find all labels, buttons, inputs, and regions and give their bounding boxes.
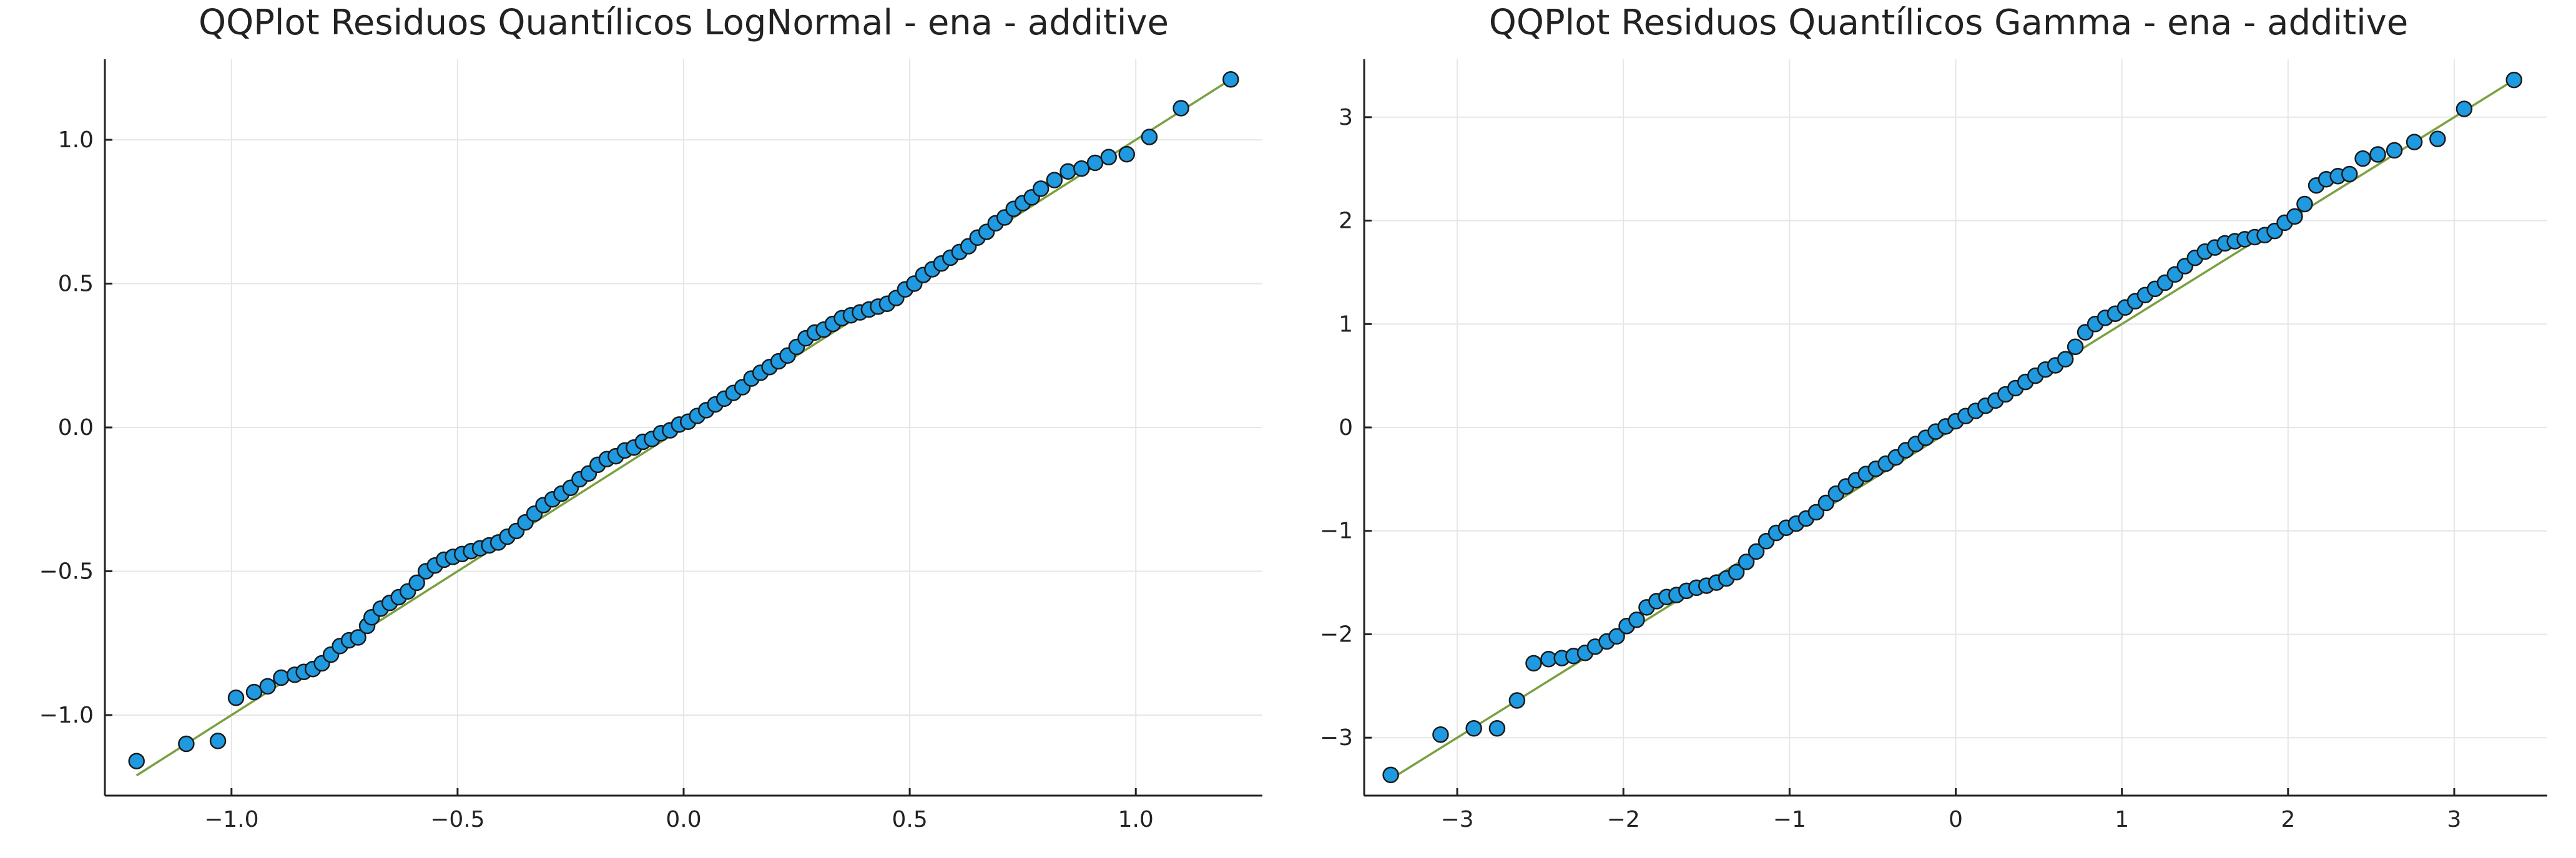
y-tick-label: −0.5 — [39, 558, 94, 584]
chart-title-gamma: QQPlot Residuos Quantílicos Gamma - ena … — [1489, 2, 2409, 43]
data-point — [1508, 692, 1526, 709]
y-tick-label: 0.5 — [58, 271, 94, 297]
x-tick-label: 3 — [2447, 807, 2462, 832]
data-point — [1100, 149, 1118, 165]
data-point — [1046, 172, 1063, 188]
data-point — [1073, 160, 1090, 177]
data-point — [1118, 145, 1135, 163]
data-point — [1141, 129, 1158, 145]
x-tick-label: 2 — [2281, 807, 2295, 832]
data-point — [1032, 180, 1050, 197]
y-tick-label: −1 — [1320, 519, 1353, 544]
data-point — [2505, 71, 2523, 89]
data-point — [259, 678, 276, 695]
data-point — [1525, 655, 1542, 672]
y-tick-label: 0 — [1339, 415, 1353, 441]
y-tick-label: 1 — [1339, 311, 1353, 337]
data-point — [1432, 726, 1449, 743]
data-point — [128, 753, 145, 769]
y-tick-label: −1.0 — [39, 703, 94, 728]
y-tick-label: −2 — [1320, 622, 1353, 647]
data-point — [1172, 100, 1189, 117]
y-tick-label: 3 — [1339, 105, 1353, 130]
x-tick-label: −0.5 — [430, 807, 484, 832]
y-tick-label: 1.0 — [58, 127, 94, 153]
data-point — [227, 690, 245, 706]
data-point — [2354, 150, 2371, 167]
data-point — [1748, 543, 1765, 560]
x-tick-label: 0.0 — [666, 807, 701, 832]
data-point — [2057, 351, 2074, 368]
data-point — [2406, 134, 2423, 150]
data-point — [1628, 612, 1645, 628]
x-tick-label: −2 — [1607, 807, 1640, 832]
data-point — [2296, 195, 2313, 213]
x-tick-label: 1 — [2115, 807, 2129, 832]
data-point — [2386, 142, 2403, 159]
data-point — [2067, 338, 2084, 355]
data-point — [1086, 154, 1104, 172]
x-tick-label: 1.0 — [1118, 807, 1154, 832]
data-point — [2456, 100, 2473, 117]
data-point — [209, 733, 227, 749]
data-point — [245, 683, 263, 701]
x-tick-label: 0.5 — [892, 807, 927, 832]
y-tick-label: 2 — [1339, 208, 1353, 234]
data-point — [2429, 130, 2446, 147]
qq-plot-gamma: QQPlot Residuos Quantílicos Gamma - ena … — [1320, 2, 2547, 832]
x-tick-label: −1.0 — [204, 807, 258, 832]
x-tick-label: 0 — [1949, 807, 1963, 832]
data-point — [1817, 494, 1835, 512]
data-point — [1608, 628, 1625, 645]
data-point — [2369, 146, 2386, 163]
qq-plot-lognormal: QQPlot Residuos Quantílicos LogNormal - … — [39, 2, 1262, 832]
data-point — [408, 574, 425, 592]
data-point — [1738, 553, 1755, 570]
data-point — [1059, 163, 1076, 180]
chart-title-lognormal: QQPlot Residuos Quantílicos LogNormal - … — [199, 2, 1169, 43]
data-point — [2341, 165, 2358, 183]
data-point — [1465, 720, 1482, 737]
y-tick-label: 0.0 — [58, 415, 94, 441]
x-tick-label: −3 — [1441, 807, 1474, 832]
x-tick-label: −1 — [1773, 807, 1806, 832]
data-point — [1807, 504, 1825, 521]
data-point — [1488, 720, 1506, 737]
data-point — [350, 629, 366, 646]
data-point — [1728, 563, 1745, 581]
data-point — [1382, 766, 1399, 784]
data-point — [1222, 71, 1239, 88]
data-point — [2286, 208, 2303, 225]
data-point — [178, 735, 195, 753]
data-point — [273, 669, 290, 686]
y-tick-label: −3 — [1320, 725, 1353, 751]
